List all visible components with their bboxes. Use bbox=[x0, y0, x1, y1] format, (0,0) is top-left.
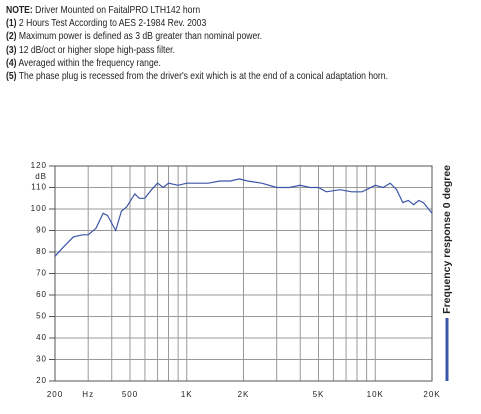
x-tick-label: 1K bbox=[181, 390, 193, 399]
note: NOTE: Driver Mounted on FaitalPRO LTH142… bbox=[6, 4, 388, 17]
y-tick-label: 120 bbox=[31, 161, 47, 170]
y-tick-label: 70 bbox=[36, 269, 47, 278]
x-tick-label: 5K bbox=[313, 390, 325, 399]
y-tick-label: 50 bbox=[36, 312, 47, 321]
notes: NOTE: Driver Mounted on FaitalPRO LTH142… bbox=[6, 4, 388, 83]
legend-label: Frequency response 0 degree bbox=[441, 165, 453, 314]
y-tick-label: 60 bbox=[36, 290, 47, 299]
y-tick-label: 90 bbox=[36, 226, 47, 235]
x-tick-label: 2K bbox=[238, 390, 250, 399]
note-text: Maximum power is defined as 3 dB greater… bbox=[18, 30, 263, 43]
note-text: Averaged within the frequency range. bbox=[18, 56, 161, 69]
note-text: 12 dB/oct or higher slope high-pass filt… bbox=[18, 43, 175, 56]
x-tick-label: 200 bbox=[47, 390, 63, 399]
x-tick-label: Hz bbox=[82, 390, 94, 399]
y-tick-label: 80 bbox=[36, 247, 47, 256]
y-tick-label: 100 bbox=[31, 204, 47, 213]
note: (1) 2 Hours Test According to AES 2-1984… bbox=[6, 17, 388, 30]
x-tick-label: 10K bbox=[367, 390, 384, 399]
note-text: The phase plug is recessed from the driv… bbox=[18, 70, 388, 83]
y-tick-label: 110 bbox=[31, 183, 47, 192]
plot-border bbox=[54, 165, 433, 382]
note-label: (1) bbox=[6, 17, 17, 30]
note-label: (3) bbox=[6, 43, 17, 56]
note-text: 2 Hours Test According to AES 2-1984 Rev… bbox=[18, 17, 207, 30]
note-label: NOTE: bbox=[6, 4, 33, 16]
note: (3) 12 dB/oct or higher slope high-pass … bbox=[6, 44, 388, 57]
y-unit: dB bbox=[35, 172, 47, 181]
note-label: (4) bbox=[6, 56, 17, 69]
note-label: (2) bbox=[6, 30, 17, 43]
note: (2) Maximum power is defined as 3 dB gre… bbox=[6, 30, 388, 43]
note: (5) The phase plug is recessed from the … bbox=[6, 70, 388, 83]
x-tick-label: 20K bbox=[423, 390, 440, 399]
note-label: (5) bbox=[6, 70, 17, 83]
line bbox=[54, 178, 433, 257]
y-tick-label: 40 bbox=[36, 333, 47, 342]
note: (4) Averaged within the frequency range. bbox=[6, 57, 388, 70]
x-tick-label: 500 bbox=[122, 390, 138, 399]
y-tick-label: 30 bbox=[36, 355, 47, 364]
y-tick-label: 20 bbox=[36, 376, 47, 385]
note-text: Driver Mounted on FaitalPRO LTH142 horn bbox=[35, 4, 201, 16]
